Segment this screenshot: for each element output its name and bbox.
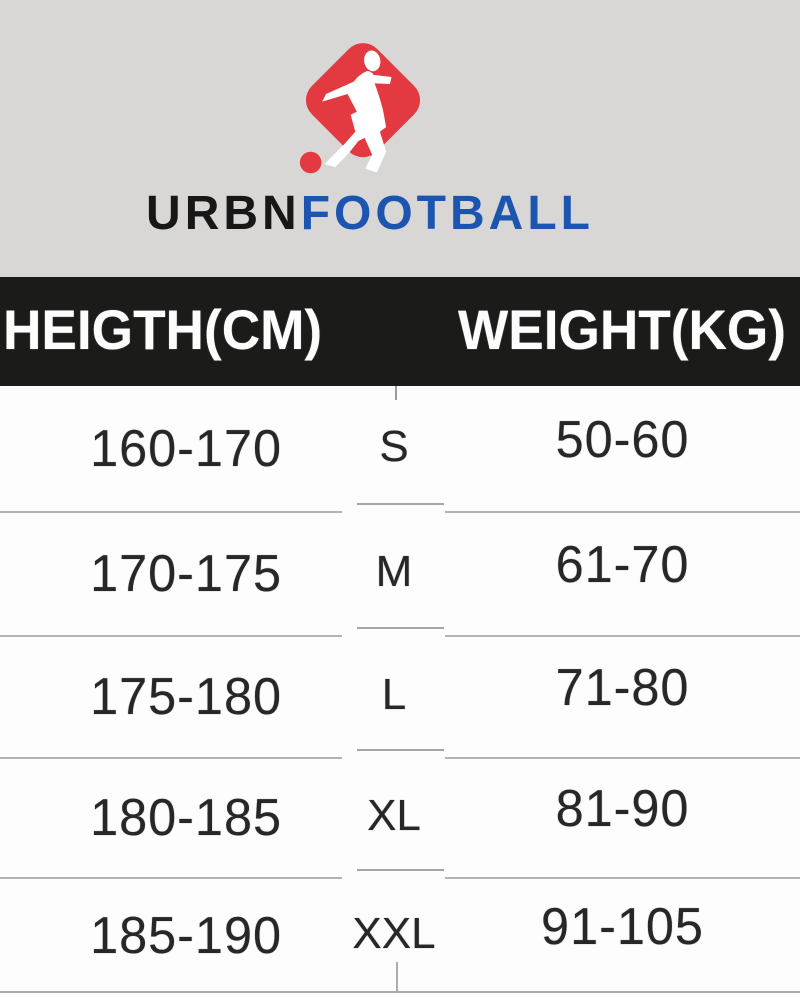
size-cell: XXL (352, 908, 436, 958)
table-row: 170-175 M 61-70 (0, 512, 800, 636)
height-column-header: HEIGTH(CM) (3, 298, 323, 361)
weight-cell: 91-105 (541, 897, 704, 956)
size-cell: S (379, 422, 409, 471)
brand-logo (286, 30, 440, 188)
row-divider (445, 511, 800, 513)
size-chart-header: HEIGTH(CM) WEIGHT(KG) (0, 277, 800, 386)
height-cell: 170-175 (90, 545, 283, 603)
row-divider (357, 749, 444, 751)
table-row: 185-190 XXL 91-105 (0, 878, 800, 993)
row-divider (357, 503, 444, 505)
row-divider (0, 635, 342, 637)
height-cell: 185-190 (90, 906, 283, 965)
brand-section: URBNFOOTBALL (0, 0, 800, 277)
table-row: 175-180 L 71-80 (0, 636, 800, 758)
brand-name: URBNFOOTBALL (0, 186, 770, 241)
column-divider-tick (395, 386, 397, 400)
table-bottom-border (0, 991, 800, 993)
row-divider (445, 877, 800, 879)
weight-column-header: WEIGHT(KG) (458, 298, 787, 361)
height-cell: 180-185 (90, 789, 283, 847)
weight-cell: 81-90 (555, 780, 690, 838)
size-cell: XL (367, 791, 421, 840)
row-divider (0, 757, 342, 759)
row-divider (0, 511, 342, 513)
size-cell: L (381, 670, 407, 719)
footballer-kicking-icon (299, 43, 421, 174)
table-row: 160-170 S 50-60 (0, 386, 800, 512)
brand-name-urbn: URBN (146, 187, 301, 240)
table-row: 180-185 XL 81-90 (0, 758, 800, 878)
height-cell: 175-180 (90, 668, 283, 726)
weight-cell: 50-60 (555, 411, 690, 469)
size-chart-body: 160-170 S 50-60 170-175 M 61-70 175-180 … (0, 386, 800, 993)
weight-cell: 61-70 (555, 536, 690, 594)
row-divider (0, 877, 342, 879)
weight-cell: 71-80 (555, 659, 690, 717)
row-divider (445, 635, 800, 637)
row-divider (445, 757, 800, 759)
row-divider (357, 627, 444, 629)
row-divider (357, 869, 444, 871)
height-cell: 160-170 (90, 420, 283, 478)
brand-name-football: FOOTBALL (300, 187, 594, 240)
size-cell: M (375, 547, 413, 596)
ball-dot-icon (299, 151, 322, 174)
column-divider-tick (396, 962, 398, 991)
